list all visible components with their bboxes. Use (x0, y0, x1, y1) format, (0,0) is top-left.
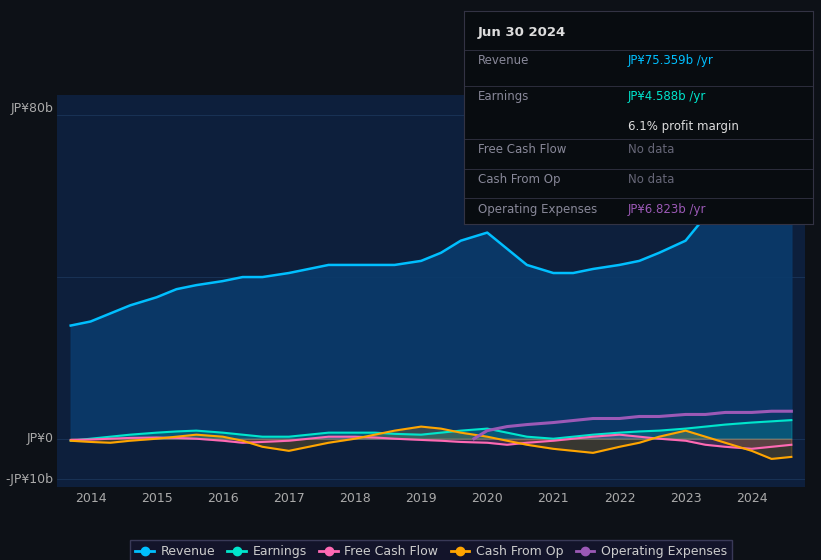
Text: Earnings: Earnings (478, 90, 530, 103)
Text: -JP¥10b: -JP¥10b (6, 473, 53, 486)
Text: No data: No data (628, 143, 674, 156)
Text: JP¥6.823b /yr: JP¥6.823b /yr (628, 203, 706, 216)
Legend: Revenue, Earnings, Free Cash Flow, Cash From Op, Operating Expenses: Revenue, Earnings, Free Cash Flow, Cash … (131, 540, 732, 560)
Text: JP¥0: JP¥0 (27, 432, 53, 445)
Text: Free Cash Flow: Free Cash Flow (478, 143, 566, 156)
Text: Revenue: Revenue (478, 54, 530, 67)
Text: Jun 30 2024: Jun 30 2024 (478, 26, 566, 39)
Text: No data: No data (628, 173, 674, 186)
Text: Cash From Op: Cash From Op (478, 173, 560, 186)
Text: JP¥75.359b /yr: JP¥75.359b /yr (628, 54, 713, 67)
Text: 6.1% profit margin: 6.1% profit margin (628, 120, 739, 133)
Text: JP¥80b: JP¥80b (11, 102, 53, 115)
Text: JP¥4.588b /yr: JP¥4.588b /yr (628, 90, 706, 103)
Text: Operating Expenses: Operating Expenses (478, 203, 597, 216)
